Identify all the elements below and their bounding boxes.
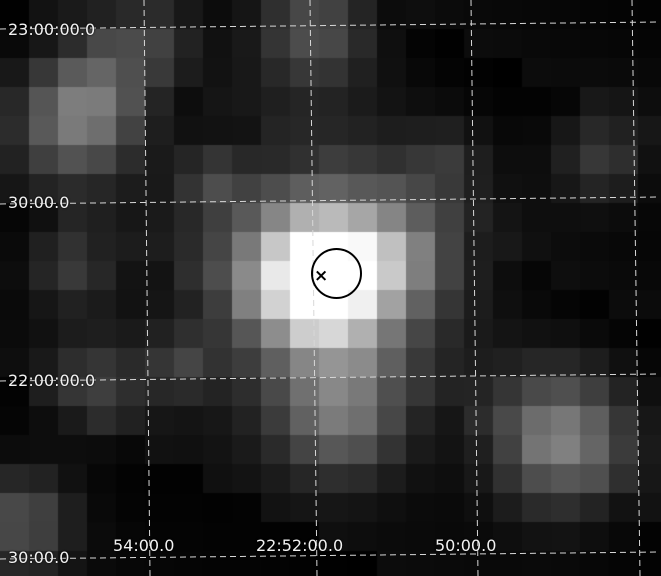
dec-label: 23:00:00.0 xyxy=(8,20,96,39)
grid-line-ra-3 xyxy=(470,0,479,576)
source-circle-marker xyxy=(311,248,362,299)
ra-label: 50:00.0 xyxy=(435,536,497,555)
dec-label: 30:00.0 xyxy=(8,193,70,212)
grid-line-ra-4 xyxy=(631,0,641,576)
source-cross-marker: × xyxy=(314,266,329,286)
ra-label: 54:00.0 xyxy=(113,536,175,555)
grid-line-ra-1 xyxy=(143,0,151,576)
dec-label: 22:00:00.0 xyxy=(8,371,96,390)
grid-line-ra-2 xyxy=(309,0,318,576)
grid-line-dec-3 xyxy=(0,373,660,382)
dec-label: 30:00.0 xyxy=(8,548,70,567)
grid-line-dec-1 xyxy=(0,21,660,30)
ra-label: 22:52:00.0 xyxy=(256,536,344,555)
grid-line-dec-2 xyxy=(0,196,660,205)
